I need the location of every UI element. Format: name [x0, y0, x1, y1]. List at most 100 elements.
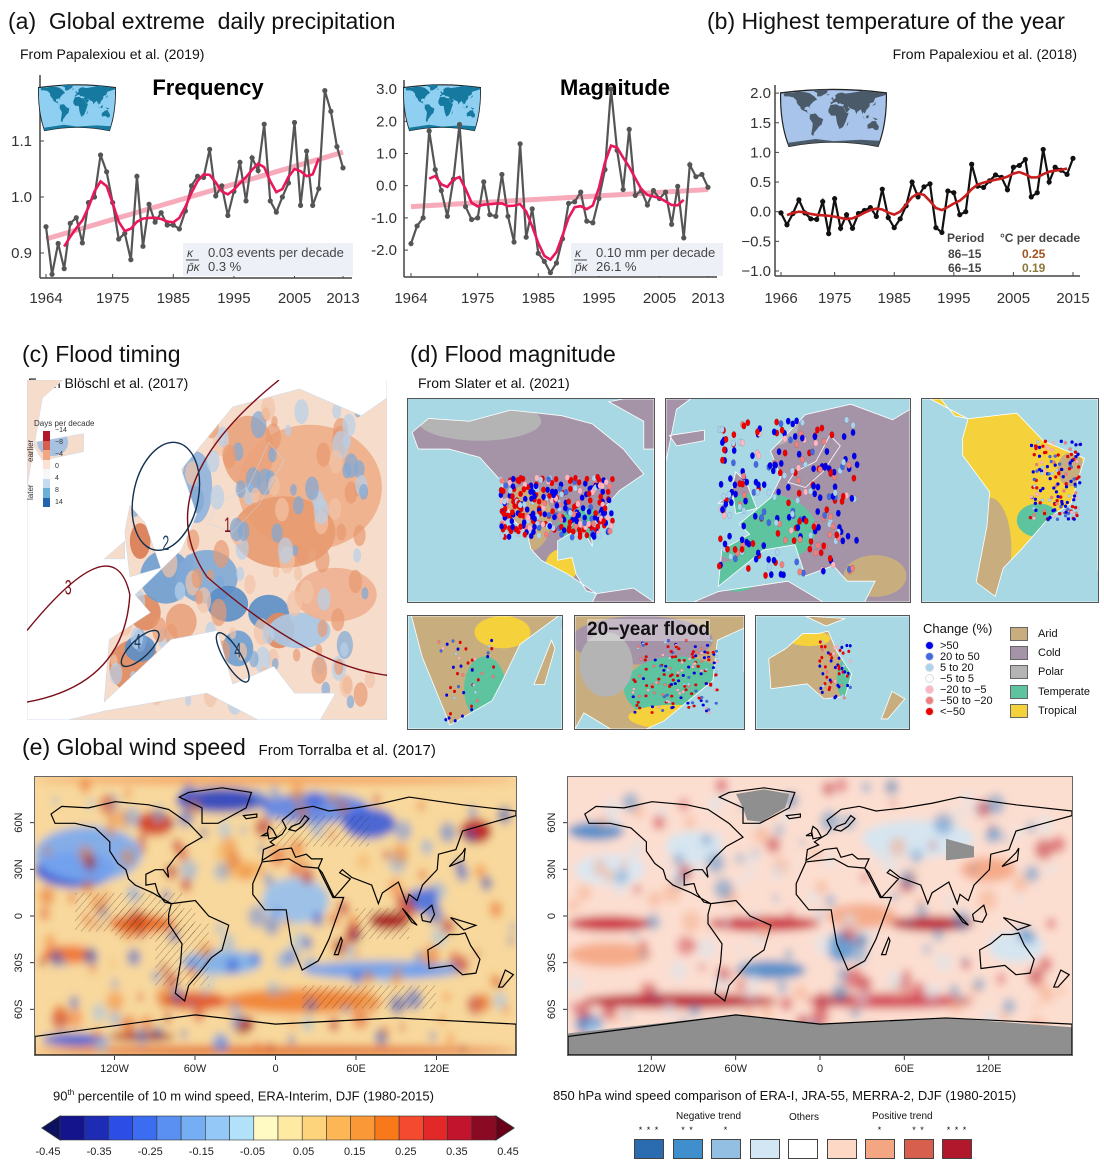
climate-zone-temperate — [464, 656, 506, 721]
gauge-dot — [827, 554, 833, 562]
trend-speck — [292, 648, 301, 662]
lat-tick-label: 60N — [13, 813, 25, 833]
trend-speck — [911, 981, 925, 997]
colorbar-segment — [43, 459, 50, 469]
gauge-dot — [665, 693, 669, 697]
trend-speck — [1047, 863, 1057, 874]
gauge-dot — [854, 461, 860, 469]
data-point — [249, 155, 255, 161]
data-point — [632, 192, 638, 198]
x-tick-label: 1975 — [818, 290, 851, 307]
trend-speck — [223, 1009, 232, 1018]
colorbar-segment — [43, 450, 50, 460]
gauge-dot — [766, 563, 772, 571]
data-point — [1016, 162, 1022, 169]
trend-speck — [263, 873, 274, 886]
gauge-dot — [543, 531, 549, 538]
trend-speck — [105, 825, 116, 837]
gauge-dot — [737, 503, 743, 511]
coastline — [27, 380, 387, 720]
y-tick-label: 1.0 — [376, 146, 397, 163]
gauge-dot — [455, 671, 460, 676]
trend-speck — [708, 795, 723, 812]
annotation-box — [571, 243, 723, 276]
gauge-dot — [657, 677, 661, 681]
gauge-dot — [554, 502, 560, 509]
gauge-dot — [841, 433, 847, 441]
data-point — [572, 199, 578, 205]
gauge-dot — [576, 479, 582, 486]
gauge-dot — [823, 645, 827, 649]
change-dot-icon — [925, 641, 934, 650]
y-tick-label: 1.0 — [11, 189, 32, 206]
trend-speck — [106, 815, 116, 826]
gauge-dot — [725, 545, 730, 553]
gauge-dot — [669, 649, 673, 654]
gauge-dot — [644, 642, 649, 646]
data-point — [243, 198, 249, 204]
trend-speck — [422, 945, 440, 966]
colorbar-tick-label: −14 — [55, 427, 67, 434]
coastline — [756, 616, 909, 729]
gauge-dot — [752, 512, 758, 520]
gauge-dot — [667, 700, 672, 704]
trend-speck — [291, 544, 299, 557]
trend-speck — [944, 895, 956, 908]
kappa-symbol: κ — [575, 246, 582, 260]
lon-tick-label: 60E — [346, 1063, 366, 1075]
trend-speck — [106, 990, 124, 1012]
climate-swatch-icon — [1010, 704, 1028, 719]
gauge-dot — [1055, 468, 1059, 473]
data-point — [261, 121, 267, 127]
trend-speck — [395, 966, 402, 974]
climate-legend-item: Arid — [1010, 624, 1104, 643]
trend-speck — [124, 411, 140, 437]
gauge-dot — [761, 481, 767, 489]
data-point — [945, 188, 951, 194]
trend-speck — [350, 971, 363, 985]
y-tick-label: 1.0 — [750, 144, 771, 161]
climate-swatch-icon — [1010, 626, 1028, 641]
gauge-dot — [680, 660, 684, 665]
trend-speck — [603, 869, 616, 883]
gauge-dot — [470, 668, 474, 672]
trend-speck — [353, 524, 366, 547]
x-tick-label: 1985 — [522, 290, 555, 307]
temperature-chart: 2.0 1.5 1.0 0.5 0.0 −0.5 −1.0 1966 1975 1985 1995 2… — [741, 85, 1090, 307]
data-point — [626, 126, 632, 132]
gauge-dot — [777, 469, 783, 477]
trend-speck — [1024, 865, 1040, 883]
gauge-dot — [534, 474, 540, 482]
gauge-dot — [606, 497, 612, 504]
gauge-dot — [691, 650, 696, 654]
gauge-dot — [1073, 482, 1077, 487]
y-tick-label: 0.0 — [376, 178, 397, 195]
colorbar-segment — [59, 1115, 85, 1141]
trend-speck — [334, 658, 344, 675]
trend-swatch — [903, 1139, 934, 1159]
gauge-dot — [850, 564, 856, 572]
panel-d-source: From Slater et al. (2021) — [418, 375, 570, 391]
gauge-dot — [441, 646, 445, 651]
climate-zones — [756, 616, 909, 729]
gauge-dot — [1032, 512, 1036, 517]
gauge-dot — [841, 693, 845, 698]
data-point — [122, 230, 128, 236]
data-point — [687, 162, 693, 168]
gauge-dot — [755, 488, 761, 496]
gauge-dot — [773, 519, 779, 527]
trend-speck — [103, 620, 111, 633]
gauge-dot — [552, 513, 557, 521]
panel-b-title-text: Highest temperature of the year — [741, 8, 1065, 34]
gauge-dot — [851, 474, 857, 482]
trend-speck — [841, 912, 858, 931]
gauge-dot — [1066, 517, 1071, 521]
trend-speck — [225, 957, 240, 974]
trend-speck — [210, 598, 227, 627]
gauge-dot — [840, 492, 846, 500]
gauge-dot — [1032, 506, 1036, 511]
colorbar-segment — [350, 1115, 376, 1141]
trend-speck — [414, 950, 423, 960]
trend-speck — [909, 870, 919, 880]
gauge-dot — [782, 435, 788, 443]
